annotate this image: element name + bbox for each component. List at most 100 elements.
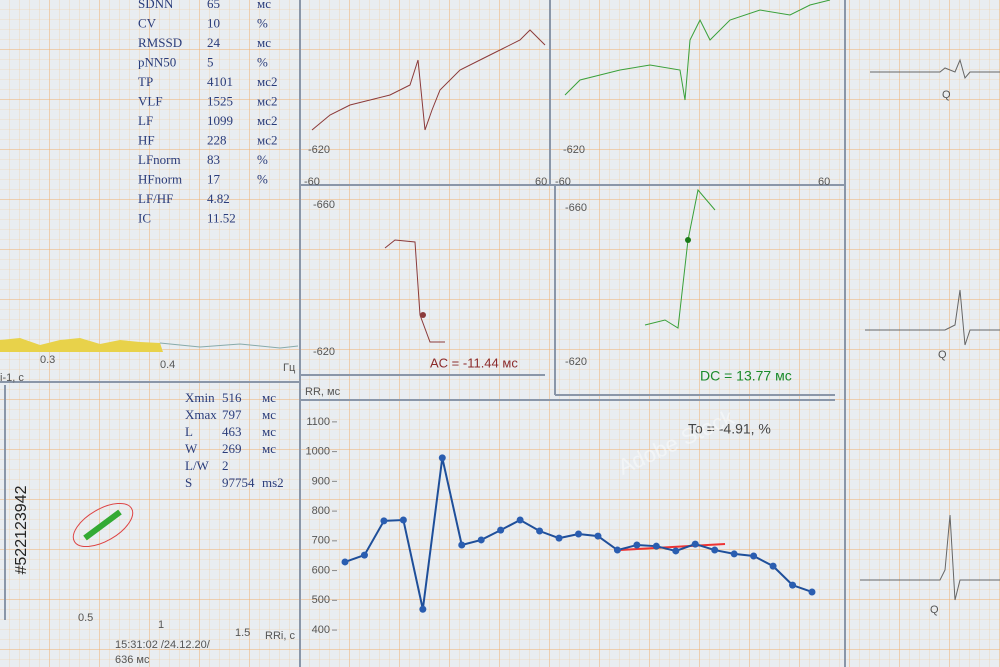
- rr-point: [652, 542, 660, 550]
- table-cell: 463: [222, 424, 242, 439]
- table-cell: 4101: [207, 74, 233, 89]
- axis-label: 0.5: [78, 612, 93, 624]
- table-cell: 269: [222, 441, 242, 456]
- rr-point: [438, 454, 446, 462]
- table-cell: 4.82: [207, 191, 230, 206]
- ecg-label: Q: [938, 349, 947, 361]
- rr-point: [536, 527, 544, 535]
- axis-label: -620: [308, 144, 330, 156]
- rr-point: [613, 546, 621, 554]
- table-cell: мс2: [257, 93, 278, 108]
- y-tick-label: 600: [312, 564, 330, 576]
- ecg: [860, 58, 1000, 601]
- rr-point: [419, 605, 427, 613]
- table-cell: мс: [262, 424, 276, 439]
- rr-point: [730, 550, 738, 558]
- table-cell: Xmax: [185, 407, 217, 422]
- table-cell: 797: [222, 407, 242, 422]
- timestamp: 15:31:02 /24.12.20/: [115, 639, 211, 651]
- table-cell: L/W: [185, 458, 210, 473]
- table-cell: 2: [222, 458, 229, 473]
- axis-label: -620: [565, 356, 587, 368]
- table-cell: мс2: [257, 132, 278, 147]
- table-cell: HF: [138, 132, 155, 147]
- dc-trace: [644, 188, 716, 329]
- rr-point: [555, 534, 563, 542]
- rr-point: [497, 526, 505, 534]
- rr-point: [399, 516, 407, 524]
- axis-label: 1: [158, 619, 164, 631]
- rr-point: [360, 551, 368, 559]
- dc-label: DC = 13.77 мс: [700, 368, 792, 384]
- rr-mean: 636 мс: [115, 654, 150, 666]
- y-tick-label: 1000: [306, 446, 330, 458]
- table-cell: 17: [207, 171, 221, 186]
- y-tick-label: 1100: [306, 416, 330, 428]
- ecg-label: Q: [930, 604, 939, 616]
- table-cell: 11.52: [207, 210, 236, 225]
- table-cell: LF/HF: [138, 191, 173, 206]
- table-cell: мс2: [257, 74, 278, 89]
- table-cell: S: [185, 475, 192, 490]
- rr-point: [341, 558, 349, 566]
- table-cell: 97754: [222, 475, 255, 490]
- rr-point: [594, 532, 602, 540]
- table-cell: LF: [138, 113, 153, 128]
- table-cell: W: [185, 441, 198, 456]
- table-cell: LFnorm: [138, 152, 181, 167]
- ac-point: [420, 312, 426, 318]
- axis-label: RR, мс: [305, 386, 341, 398]
- table-cell: %: [257, 152, 268, 167]
- table-cell: мс: [262, 407, 276, 422]
- table-cell: мс: [262, 441, 276, 456]
- table-cell: SDNN: [138, 0, 174, 11]
- axis-label: i-1, с: [0, 372, 24, 384]
- axis-label: 1.5: [235, 627, 250, 639]
- axis-label: -620: [563, 144, 585, 156]
- y-tick-label: 800: [312, 505, 330, 517]
- watermark-id: #522123942: [13, 485, 30, 574]
- axis-label: 60: [535, 176, 547, 188]
- panel-borders: [0, 0, 846, 667]
- table-cell: %: [257, 15, 268, 30]
- y-tick-label: 400: [312, 624, 330, 636]
- axis-label: -660: [565, 202, 587, 214]
- axis-label: RRi, с: [265, 630, 295, 642]
- scatter-cloud: [83, 509, 122, 541]
- table-cell: pNN50: [138, 54, 176, 69]
- table-cell: 10: [207, 15, 220, 30]
- trace-green: [564, 0, 831, 101]
- table-cell: Xmin: [185, 390, 215, 405]
- spectrum-line: [159, 342, 299, 349]
- table-cell: 65: [207, 0, 220, 11]
- axis-label: 0.3: [40, 354, 55, 366]
- axis-label: -60: [555, 176, 571, 188]
- dc-point: [685, 237, 691, 243]
- table-cell: мс: [257, 0, 271, 11]
- table-cell: ms2: [262, 475, 284, 490]
- rr-point: [789, 581, 797, 589]
- rr-point: [769, 562, 777, 570]
- table-cell: %: [257, 54, 268, 69]
- y-tick-label: 500: [312, 594, 330, 606]
- trace-brown: [311, 29, 546, 131]
- rr-point: [477, 536, 485, 544]
- rr-point: [575, 530, 582, 538]
- table-cell: L: [185, 424, 193, 439]
- spectrum-area: [0, 338, 163, 352]
- rr-point: [691, 540, 699, 548]
- table-cell: 5: [207, 54, 214, 69]
- axis-label: 0.4: [160, 359, 175, 371]
- rr-point: [516, 516, 524, 524]
- ac-label: AC = -11.44 мс: [430, 355, 518, 370]
- table-cell: мс2: [257, 113, 278, 128]
- trend-line: [619, 543, 726, 551]
- table-cell: TP: [138, 74, 153, 89]
- table-cell: мс: [262, 390, 276, 405]
- table-cell: RMSSD: [138, 35, 182, 50]
- table-cell: VLF: [138, 93, 163, 108]
- ecg-label: Q: [942, 89, 951, 101]
- rr-point: [808, 588, 816, 596]
